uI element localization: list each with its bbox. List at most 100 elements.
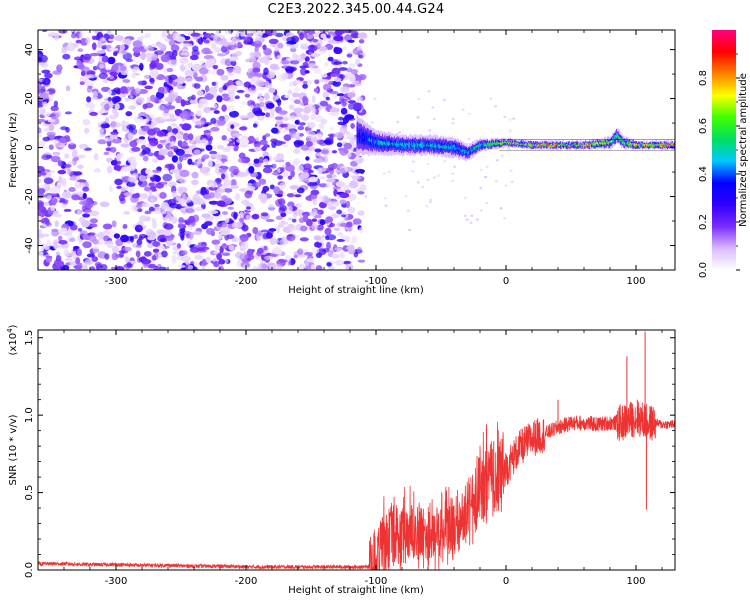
heat-cell xyxy=(327,202,333,208)
heat-cell xyxy=(503,116,506,118)
heat-cell xyxy=(120,44,125,50)
heat-cell xyxy=(172,128,178,134)
heat-cell xyxy=(311,247,319,254)
heat-cell xyxy=(305,156,309,160)
heat-cell xyxy=(252,214,259,220)
heat-cell xyxy=(68,41,73,49)
heat-cell xyxy=(404,195,407,197)
heat-cell xyxy=(269,39,279,44)
heat-cell xyxy=(46,195,52,199)
heat-cell xyxy=(340,86,349,93)
heat-cell xyxy=(307,122,315,128)
heat-cell xyxy=(147,236,155,240)
heat-cell xyxy=(279,259,288,263)
heat-cell xyxy=(216,95,222,102)
heat-cell xyxy=(222,211,228,215)
heat-cell xyxy=(38,251,43,257)
heat-cell xyxy=(206,228,215,235)
heat-cell xyxy=(73,246,79,249)
heat-cell xyxy=(340,199,347,204)
heat-cell xyxy=(265,112,270,117)
heat-cell xyxy=(221,105,226,112)
heat-cell xyxy=(293,158,300,165)
heat-cell xyxy=(109,48,118,52)
heat-cell xyxy=(121,166,130,171)
heat-cell xyxy=(61,204,67,207)
heat-cell xyxy=(332,150,337,153)
heat-cell xyxy=(169,203,178,209)
heat-cell xyxy=(219,258,224,265)
heat-cell xyxy=(451,173,454,175)
heat-cell xyxy=(98,110,104,114)
heat-cell xyxy=(178,187,183,195)
y-tick-label: -20 xyxy=(24,188,35,204)
heat-cell xyxy=(157,144,163,149)
heat-cell xyxy=(133,67,139,71)
heat-cell xyxy=(341,108,348,115)
heat-cell xyxy=(143,104,148,110)
heat-cell xyxy=(258,93,262,97)
heat-cell xyxy=(362,159,365,161)
heat-cell xyxy=(85,200,94,208)
heat-cell xyxy=(141,150,146,155)
heat-cell xyxy=(110,121,116,127)
heat-cell xyxy=(105,117,109,123)
heat-cell xyxy=(348,92,354,98)
heat-cell xyxy=(235,81,240,85)
x-tick-label: 100 xyxy=(626,576,645,587)
heat-cell xyxy=(294,99,301,104)
heat-cell xyxy=(155,50,164,55)
heat-cell xyxy=(293,211,297,218)
spectrogram-x-label: Height of straight line (km) xyxy=(288,285,424,296)
heat-cell xyxy=(347,40,354,43)
heat-cell xyxy=(511,181,514,183)
colorbar: 0.00.20.40.60.8 Normalized spectral ampl… xyxy=(698,30,749,278)
heat-cell xyxy=(325,228,332,236)
heat-cell xyxy=(199,68,208,75)
heat-cell xyxy=(192,46,198,52)
heat-cell xyxy=(287,90,292,95)
heat-cell xyxy=(94,168,101,172)
heat-cell xyxy=(411,170,414,172)
heat-cell xyxy=(417,181,420,183)
heat-cell xyxy=(167,126,172,132)
heat-cell xyxy=(58,160,64,166)
heat-cell xyxy=(197,103,203,109)
heat-cell xyxy=(359,39,365,43)
heat-cell xyxy=(73,172,82,176)
heat-cell xyxy=(227,234,234,239)
heat-cell xyxy=(204,221,213,226)
heat-cell xyxy=(298,126,305,131)
heat-cell xyxy=(181,193,186,199)
heat-cell xyxy=(76,40,82,44)
heat-cell xyxy=(197,90,204,95)
heat-cell xyxy=(136,251,141,258)
heat-cell xyxy=(128,133,133,141)
snr-x-label: Height of straight line (km) xyxy=(288,585,424,596)
heat-cell xyxy=(168,59,178,66)
heat-cell xyxy=(36,141,46,148)
heat-cell xyxy=(180,179,187,184)
heat-cell xyxy=(300,172,309,178)
heat-cell xyxy=(200,140,209,145)
heat-cell xyxy=(355,157,361,160)
figure-title: C2E3.2022.345.00.44.G24 xyxy=(0,2,712,17)
heat-cell xyxy=(145,216,151,221)
heat-cell xyxy=(109,72,118,76)
heat-cell xyxy=(59,199,69,203)
heat-cell xyxy=(294,194,301,197)
heat-cell xyxy=(230,185,239,189)
heat-cell xyxy=(292,219,296,223)
heat-cell xyxy=(334,101,341,104)
heat-cell xyxy=(351,31,359,39)
heat-cell xyxy=(82,213,90,217)
heat-cell xyxy=(149,62,157,69)
heat-cell xyxy=(233,212,237,220)
heat-cell xyxy=(263,68,269,76)
heat-cell xyxy=(228,82,235,85)
heat-cell xyxy=(304,252,313,256)
heat-cell xyxy=(237,42,241,47)
heat-cell xyxy=(252,227,258,234)
heat-cell xyxy=(43,112,51,117)
heat-cell xyxy=(171,256,176,264)
